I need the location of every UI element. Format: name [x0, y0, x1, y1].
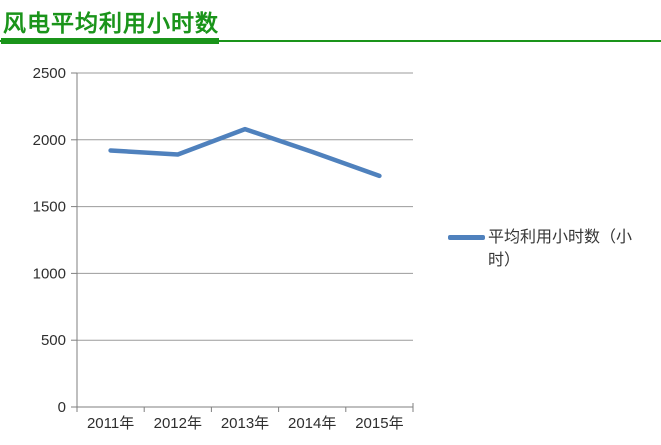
y-tick-label: 2000 — [33, 132, 66, 149]
page-title: 风电平均利用小时数 — [3, 10, 219, 36]
y-tick-label: 0 — [58, 399, 66, 416]
x-tick-label: 2015年 — [355, 415, 403, 432]
x-tick-label: 2013年 — [221, 415, 269, 432]
series-line — [108, 126, 382, 179]
chart-legend: 平均利用小时数（小时） — [448, 226, 640, 272]
title-underline-thick — [1, 38, 219, 44]
legend-label: 平均利用小时数（小时） — [488, 229, 633, 269]
legend-line-swatch — [448, 235, 485, 240]
y-tick-label: 1000 — [33, 265, 66, 282]
y-tick-label: 1500 — [33, 199, 66, 216]
y-tick-label: 2500 — [33, 65, 66, 82]
title-underline — [0, 38, 661, 46]
x-tick-label: 2014年 — [288, 415, 336, 432]
y-tick-label: 500 — [41, 332, 66, 349]
title-underline-thin — [0, 40, 661, 42]
x-tick-label: 2011年 — [87, 415, 134, 432]
x-tick-label: 2012年 — [154, 415, 202, 432]
